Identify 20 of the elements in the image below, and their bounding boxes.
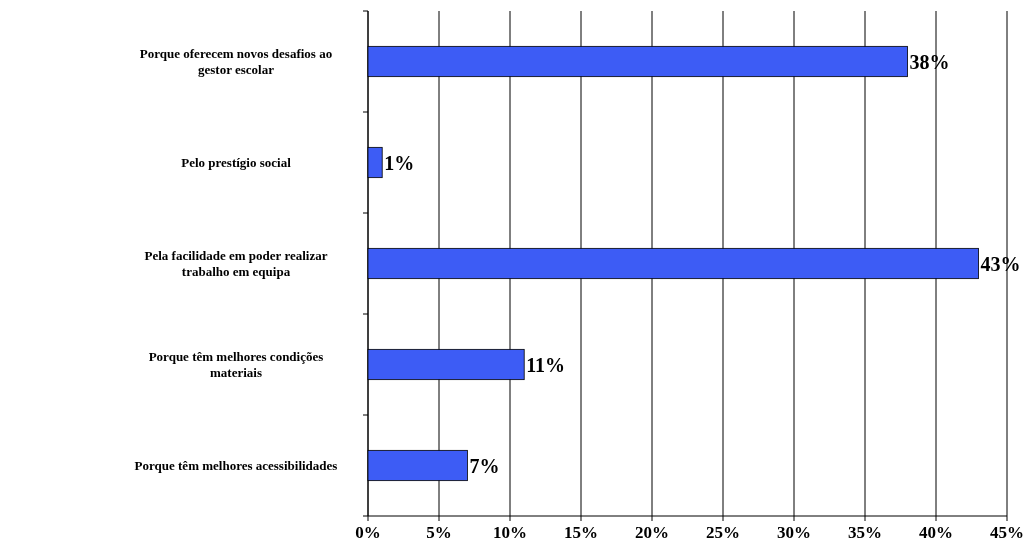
x-tick-label: 25% xyxy=(706,523,740,542)
y-tick-label: Porque têm melhores condições materiais xyxy=(148,348,324,380)
x-tick-label: 5% xyxy=(426,523,452,542)
x-tick-label: 0% xyxy=(355,523,381,542)
x-tick-label: 35% xyxy=(848,523,882,542)
x-tick-label: 20% xyxy=(635,523,669,542)
y-tick-label: Pelo prestígio social xyxy=(181,154,292,170)
data-label: 43% xyxy=(980,252,1021,275)
y-tick-label: Porque oferecem novos desafios ao gestor escolar xyxy=(139,45,333,77)
x-tick-label: 40% xyxy=(919,523,953,542)
x-tick-label: 30% xyxy=(777,523,811,542)
y-tick-label: Pela facilidade em poder realizar trabalho em equipa xyxy=(144,247,328,279)
data-label: 38% xyxy=(909,50,950,73)
y-tick-label: Porque têm melhores acessibilidades xyxy=(134,457,338,473)
x-tick-label: 15% xyxy=(564,523,598,542)
x-tick-label: 10% xyxy=(493,523,527,542)
x-tick-label: 45% xyxy=(990,523,1024,542)
data-label: 7% xyxy=(469,454,500,477)
data-label: 11% xyxy=(526,353,566,376)
data-label: 1% xyxy=(384,151,415,174)
